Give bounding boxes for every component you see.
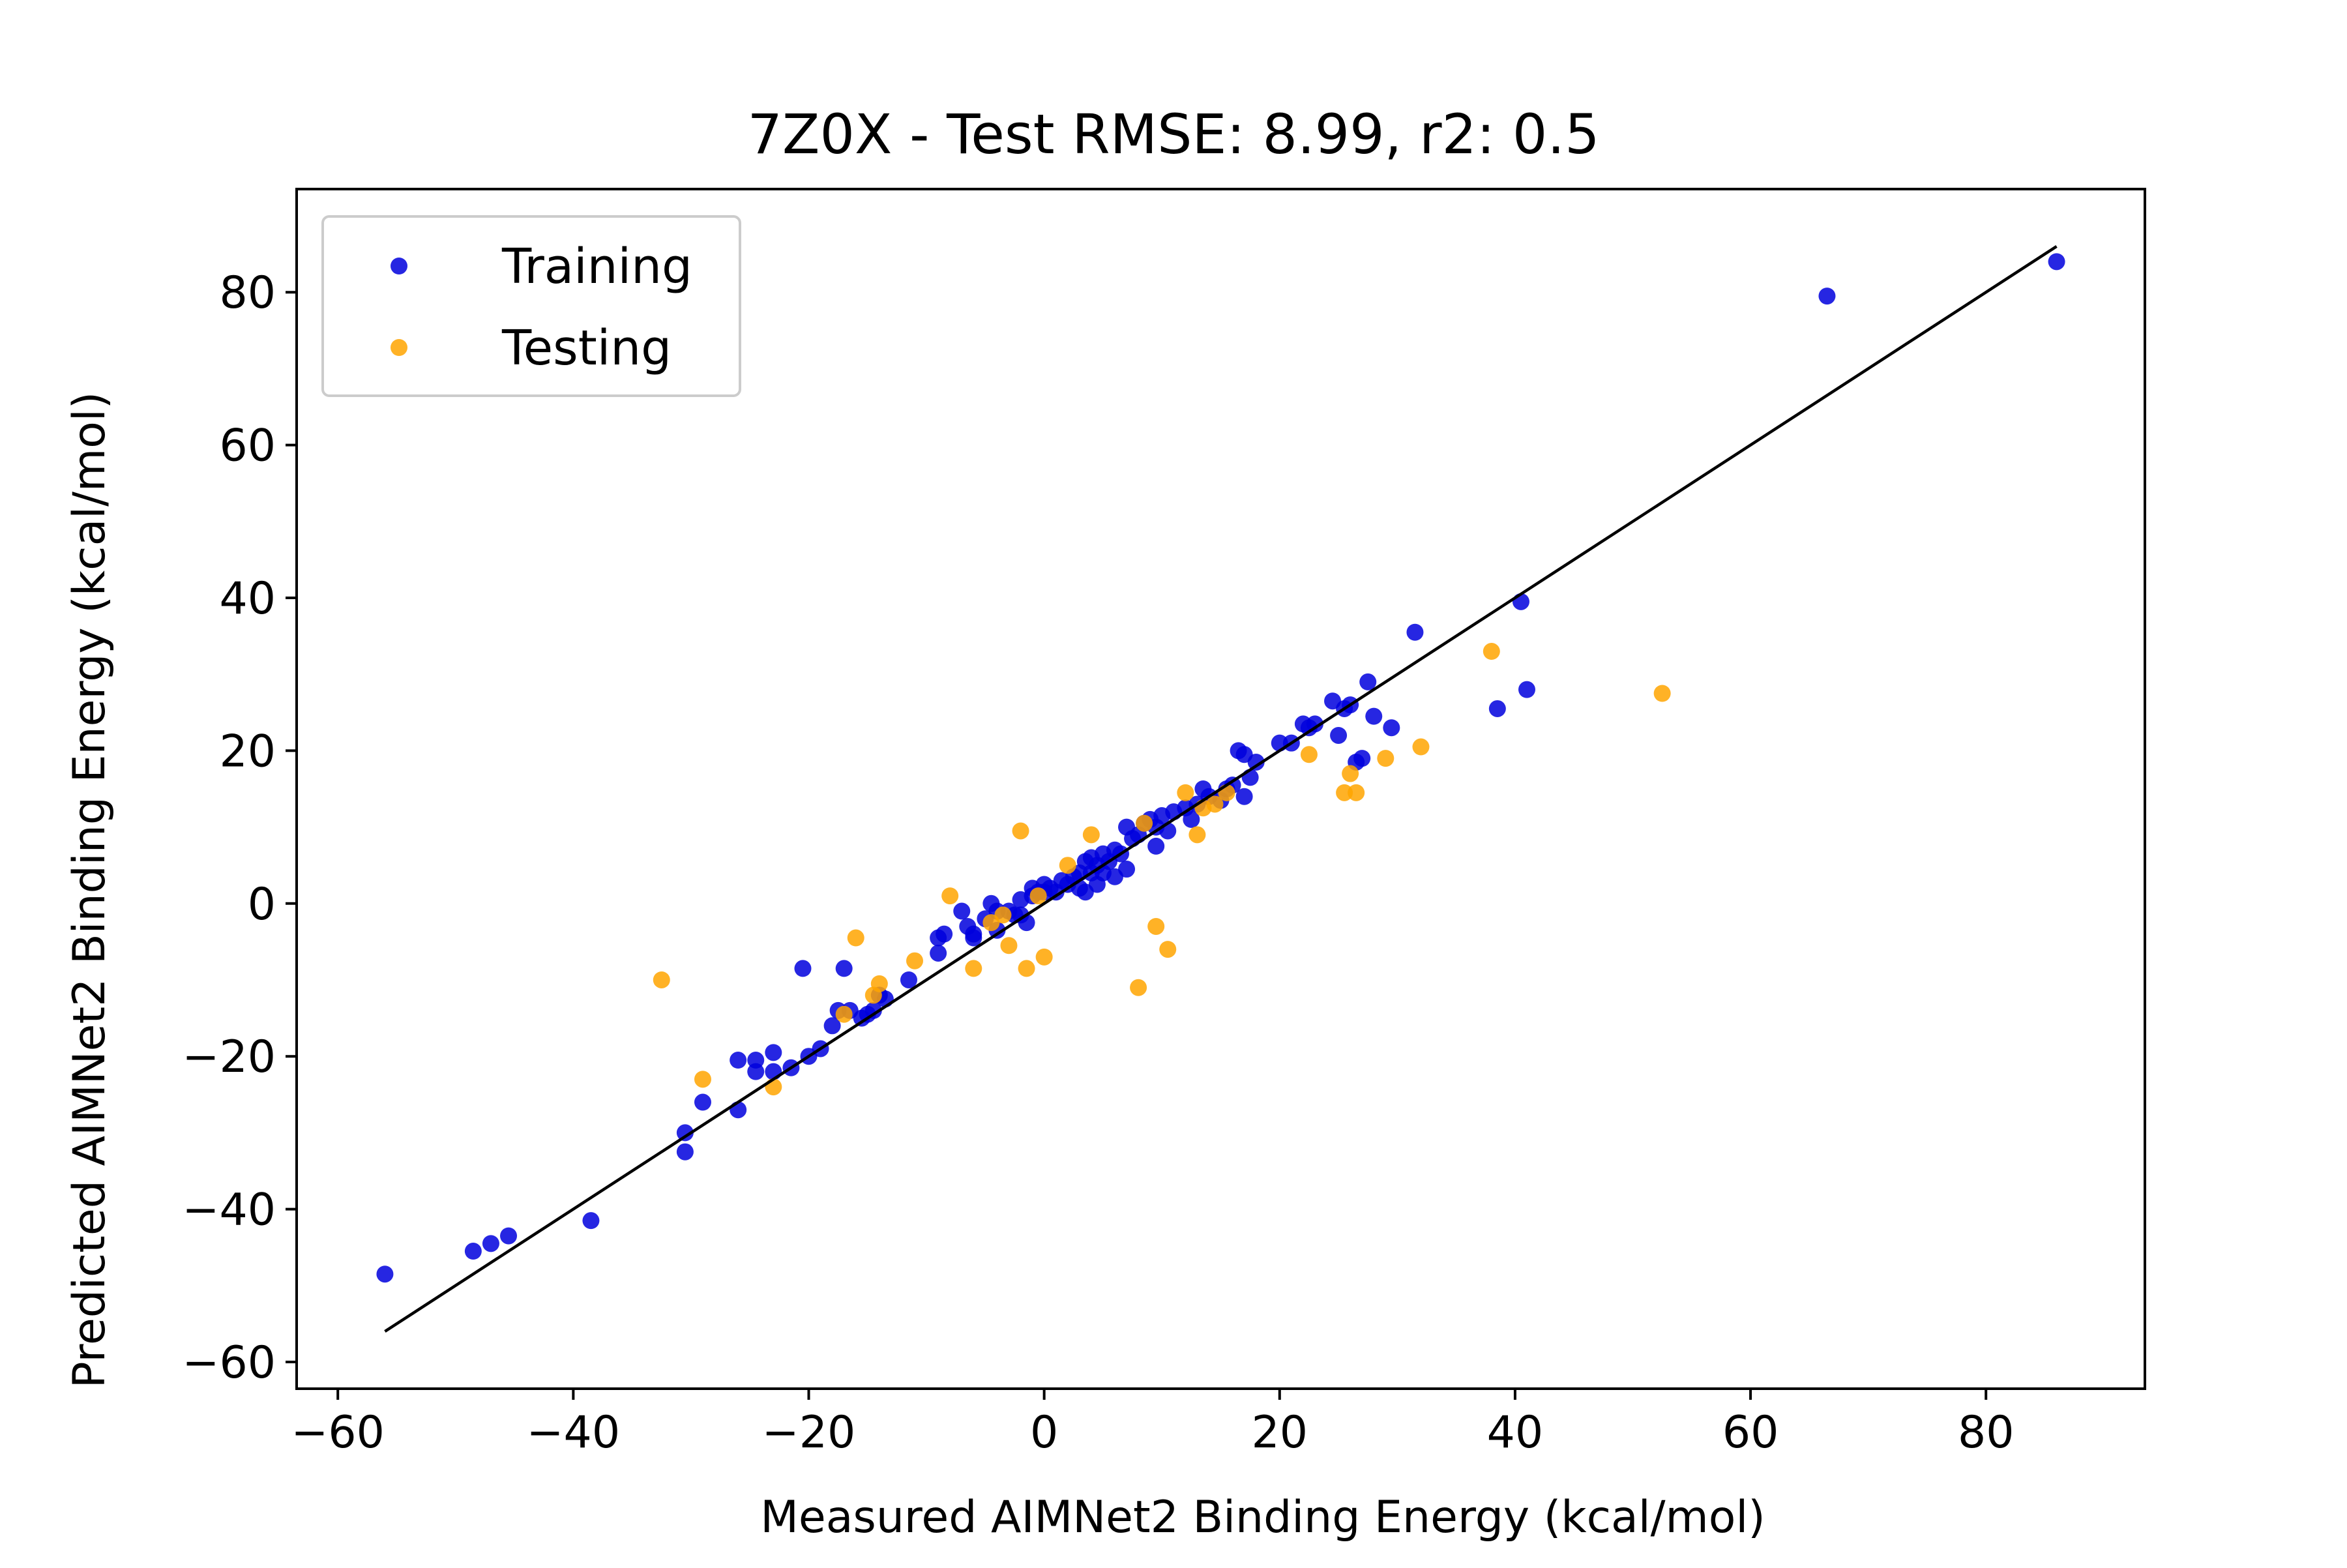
legend-label-testing: Testing xyxy=(501,320,672,376)
x-tick-label: 40 xyxy=(1487,1407,1544,1458)
training-point xyxy=(1518,681,1535,698)
testing-point xyxy=(1412,738,1430,756)
testing-point xyxy=(835,1005,853,1023)
y-tick-label: −20 xyxy=(182,1031,276,1083)
chart-title: 7Z0X - Test RMSE: 8.99, r2: 0.5 xyxy=(747,102,1599,166)
training-point xyxy=(1818,288,1836,305)
training-point xyxy=(965,925,982,943)
training-point xyxy=(1365,707,1383,725)
training-point xyxy=(747,1063,765,1080)
y-tick-label: −40 xyxy=(182,1185,276,1236)
testing-point xyxy=(1012,822,1029,840)
x-tick-label: 20 xyxy=(1252,1407,1308,1458)
training-point xyxy=(1488,700,1506,717)
testing-point xyxy=(1159,941,1177,958)
series-training xyxy=(376,253,2065,1283)
training-point xyxy=(864,1001,882,1019)
testing-point xyxy=(1035,948,1053,966)
testing-point xyxy=(1059,857,1076,874)
training-point xyxy=(376,1265,394,1283)
axes-frame xyxy=(295,188,2146,1390)
training-point xyxy=(930,944,947,962)
y-tick-label: −60 xyxy=(182,1337,276,1389)
training-point xyxy=(835,960,853,977)
y-tick-label: 20 xyxy=(219,726,276,777)
training-point xyxy=(676,1143,694,1161)
training-point xyxy=(676,1124,694,1142)
training-point xyxy=(730,1052,747,1069)
training-point xyxy=(1183,810,1200,828)
identity-reference-line xyxy=(384,245,2058,1333)
legend: Training Testing xyxy=(321,215,741,397)
testing-point xyxy=(653,971,670,988)
training-point xyxy=(794,960,812,977)
training-point xyxy=(1330,726,1348,744)
x-tick-label: 60 xyxy=(1722,1407,1779,1458)
x-tick-label: −20 xyxy=(762,1407,856,1458)
training-point xyxy=(2048,253,2065,271)
testing-point xyxy=(941,887,959,905)
testing-point xyxy=(1082,826,1100,844)
training-point xyxy=(936,925,953,943)
testing-point xyxy=(1000,937,1018,954)
plot-area: −60 −40 −20 0 20 40 60 80 −60 −40 −20 0 20 40 60 80 Trai… xyxy=(182,188,2146,1458)
testing-point xyxy=(1136,814,1153,832)
training-point xyxy=(1247,753,1265,771)
testing-point xyxy=(1653,685,1671,702)
training-point xyxy=(482,1235,499,1252)
testing-point xyxy=(1377,750,1395,767)
training-point xyxy=(694,1093,711,1111)
testing-point xyxy=(1018,960,1035,977)
testing-point xyxy=(1147,917,1165,935)
y-axis-label: Predicted AIMNet2 Binding Energy (kcal/m… xyxy=(64,392,115,1389)
y-tick-label: 40 xyxy=(219,573,276,625)
testing-point xyxy=(965,960,982,977)
x-tick-label: −40 xyxy=(527,1407,621,1458)
testing-point xyxy=(906,952,924,969)
y-tick-label: 60 xyxy=(219,421,276,472)
legend-marker-testing xyxy=(391,339,407,356)
training-point xyxy=(1383,719,1400,737)
testing-point xyxy=(1300,746,1318,763)
testing-point xyxy=(847,929,864,947)
y-tick-label: 80 xyxy=(219,267,276,319)
testing-point xyxy=(1206,795,1224,813)
x-tick-label: 80 xyxy=(1958,1407,2015,1458)
training-point xyxy=(1147,837,1165,855)
training-point xyxy=(1118,861,1136,878)
training-point xyxy=(765,1044,782,1061)
training-point xyxy=(953,902,971,920)
testing-point xyxy=(1188,826,1206,844)
x-tick-label: 0 xyxy=(1030,1407,1058,1458)
legend-box xyxy=(321,215,741,397)
x-tick-label: −60 xyxy=(291,1407,385,1458)
training-point xyxy=(823,1017,841,1035)
legend-label-training: Training xyxy=(501,239,692,295)
training-point xyxy=(1235,788,1253,805)
training-point xyxy=(582,1212,600,1230)
series-testing xyxy=(653,643,1671,1096)
training-point xyxy=(1353,750,1371,767)
testing-point xyxy=(870,975,888,992)
testing-point xyxy=(1342,765,1359,782)
training-point xyxy=(1306,715,1323,733)
testing-point xyxy=(1483,643,1500,660)
y-tick-label: 0 xyxy=(248,879,276,930)
legend-marker-training xyxy=(391,258,407,274)
testing-point xyxy=(1336,784,1353,801)
testing-point xyxy=(994,906,1012,924)
testing-point xyxy=(1348,784,1365,801)
testing-point xyxy=(1130,979,1147,996)
training-point xyxy=(1406,623,1424,641)
training-point xyxy=(500,1227,518,1245)
training-point xyxy=(900,971,917,988)
testing-point xyxy=(694,1071,711,1088)
testing-point xyxy=(1177,784,1194,801)
training-point xyxy=(1359,673,1377,690)
x-axis-label: Measured AIMNet2 Binding Energy (kcal/mo… xyxy=(760,1492,1765,1543)
testing-point xyxy=(1029,887,1047,905)
training-point xyxy=(464,1243,482,1260)
